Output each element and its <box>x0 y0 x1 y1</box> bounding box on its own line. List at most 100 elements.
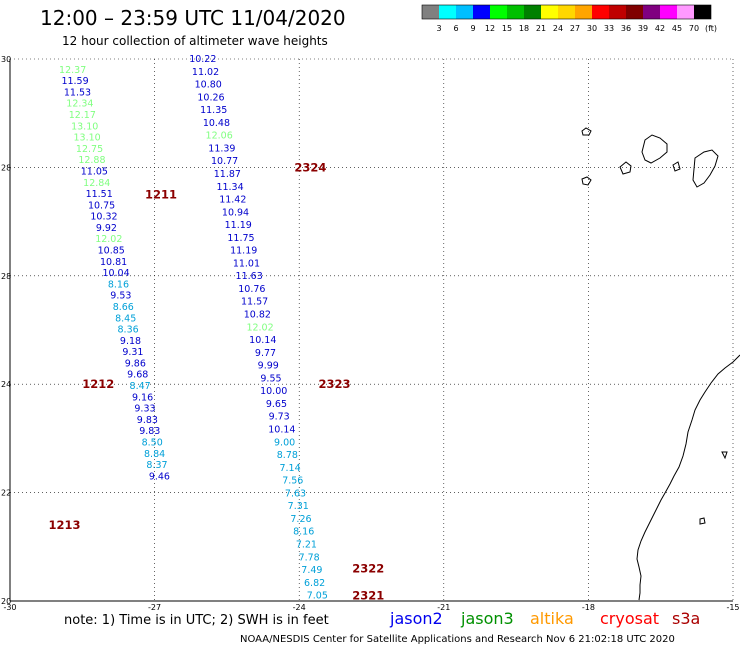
colorbar-tick-label: 21 <box>536 24 546 33</box>
wave-height-value: 9.53 <box>110 291 131 302</box>
figure-subtitle: 12 hour collection of altimeter wave hei… <box>62 34 328 48</box>
wave-height-value: 9.65 <box>266 399 287 410</box>
wave-height-value: 11.35 <box>200 105 227 116</box>
colorbar-tick-label: 3 <box>436 24 441 33</box>
wave-height-value: 12.17 <box>69 110 96 121</box>
colorbar-swatch <box>558 5 575 19</box>
longitude-label: -27 <box>148 603 161 612</box>
satellite-legend-item: jason3 <box>461 609 514 628</box>
colorbar-tick-label: 18 <box>519 24 529 33</box>
wave-height-value: 8.45 <box>115 313 136 324</box>
wave-height-value: 10.77 <box>211 156 238 167</box>
figure-title: 12:00 – 23:59 UTC 11/04/2020 <box>40 6 346 30</box>
colorbar-frame <box>421 4 712 20</box>
wave-height-value: 12.02 <box>95 234 122 245</box>
colorbar-tick-label: 30 <box>587 24 597 33</box>
colorbar-tick-label: 39 <box>638 24 648 33</box>
wave-height-value: 12.84 <box>83 178 110 189</box>
longitude-label: -21 <box>437 603 450 612</box>
wave-height-value: 7.56 <box>282 476 303 487</box>
wave-height-value: 7.63 <box>285 488 306 499</box>
wave-height-value: 11.53 <box>64 87 91 98</box>
wave-height-value: 9.83 <box>137 415 158 426</box>
track-pass-label: 1212 <box>82 377 114 391</box>
colorbar-swatch <box>473 5 490 19</box>
track-pass-label: 1211 <box>145 188 177 202</box>
wave-height-value: 9.46 <box>149 471 170 482</box>
wave-height-value: 11.51 <box>86 189 113 200</box>
colorbar-tick-label: 6 <box>453 24 458 33</box>
coastline-outline <box>581 127 740 601</box>
colorbar-tick-label: 15 <box>502 24 512 33</box>
satellite-legend-item: altika <box>530 609 574 628</box>
wave-height-value: 11.39 <box>208 143 235 154</box>
wave-height-value: 11.19 <box>230 246 257 257</box>
wave-height-value: 9.33 <box>134 404 155 415</box>
wave-height-value: 8.66 <box>113 302 134 313</box>
wave-height-value: 10.80 <box>195 80 222 91</box>
wave-height-value: 11.42 <box>219 195 246 206</box>
wave-height-value: 8.16 <box>293 527 314 538</box>
wave-height-value: 11.75 <box>227 233 254 244</box>
longitude-label: -24 <box>293 603 306 612</box>
wave-height-value: 10.32 <box>90 212 117 223</box>
satellite-legend-item: s3a <box>672 609 701 628</box>
wave-height-value: 11.57 <box>241 297 268 308</box>
wave-height-value: 10.00 <box>260 386 287 397</box>
latitude-label: 28 <box>1 272 11 281</box>
wave-height-value: 10.76 <box>238 284 265 295</box>
wave-height-value: 12.75 <box>76 144 103 155</box>
track-pass-label: 2321 <box>352 589 384 603</box>
wave-height-value: 11.87 <box>214 169 241 180</box>
wave-height-value: 8.47 <box>130 381 151 392</box>
wave-height-value: 12.34 <box>66 99 93 110</box>
wave-height-value: 8.37 <box>146 460 167 471</box>
colorbar-tick-label: 33 <box>604 24 614 33</box>
island-canary-gomera <box>581 176 592 186</box>
track-pass-label: 1213 <box>49 518 81 532</box>
wave-height-value: 10.26 <box>197 92 224 103</box>
wave-height-value: 8.50 <box>142 437 163 448</box>
wave-height-value: 10.04 <box>102 268 129 279</box>
latitude-label: 30 <box>1 55 11 64</box>
colorbar-swatch <box>660 5 677 19</box>
wave-height-value: 9.83 <box>139 426 160 437</box>
longitude-label: -18 <box>582 603 595 612</box>
wave-height-value: 8.78 <box>277 450 298 461</box>
wave-height-value: 9.86 <box>125 358 146 369</box>
colorbar-tick-label: 12 <box>485 24 495 33</box>
wave-height-value: 10.81 <box>100 257 127 268</box>
coastline-africa <box>636 354 740 601</box>
colorbar-tick-label: 70 <box>689 24 699 33</box>
wave-height-value: 10.94 <box>222 207 249 218</box>
colorbar-swatch <box>626 5 643 19</box>
wave-height-value: 10.82 <box>244 310 271 321</box>
wave-height-value: 11.01 <box>233 258 260 269</box>
track-pass-label: 2323 <box>318 377 350 391</box>
track-pass-label: 2324 <box>294 160 326 174</box>
colorbar-tick-label: (ft) <box>705 24 717 33</box>
latitude-label: 28 <box>1 163 11 172</box>
colorbar-tick-label: 27 <box>570 24 580 33</box>
wave-height-value: 7.26 <box>290 514 311 525</box>
wave-height-value: 10.48 <box>203 118 230 129</box>
wave-height-value: 7.05 <box>307 591 328 602</box>
credit-line: NOAA/NESDIS Center for Satellite Applica… <box>240 634 675 645</box>
longitude-label: -30 <box>3 603 16 612</box>
colorbar-swatch <box>456 5 473 19</box>
island-canary-tenerife <box>619 161 632 175</box>
wave-height-value: 7.21 <box>296 539 317 550</box>
satellite-legend-item: jason2 <box>390 609 443 628</box>
colorbar-swatch <box>575 5 592 19</box>
track-pass-label: 2322 <box>352 561 384 575</box>
wave-height-value: 11.59 <box>61 76 88 87</box>
wave-height-value: 9.18 <box>120 336 141 347</box>
wave-height-value: 7.14 <box>279 463 300 474</box>
latitude-label: 20 <box>1 597 11 606</box>
wave-height-value: 10.14 <box>249 335 276 346</box>
wave-height-value: 11.19 <box>225 220 252 231</box>
longitude-label: -15 <box>726 603 739 612</box>
wave-height-value: 12.02 <box>246 322 273 333</box>
